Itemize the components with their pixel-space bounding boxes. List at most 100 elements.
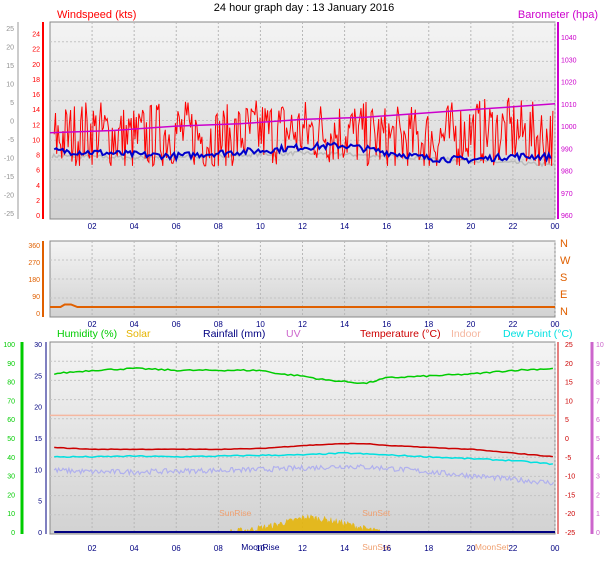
- lavender-series-line: [53, 463, 554, 486]
- rainfall-tick-label: 15: [34, 436, 42, 443]
- direction-x-tick-label: 06: [172, 320, 181, 329]
- astro-event-label: MoonSet: [475, 542, 510, 552]
- climate-x-tick-label: 06: [172, 544, 181, 553]
- baro-axis-title: Barometer (hpa): [518, 9, 598, 21]
- direction-tick-label: 360: [28, 243, 40, 250]
- legend-item: Solar: [126, 328, 151, 340]
- wind-tick-label: 14: [32, 107, 40, 114]
- direction-tick-label: 0: [36, 311, 40, 318]
- wind-x-tick-label: 00: [551, 222, 560, 231]
- wind-x-tick-label: 20: [466, 222, 475, 231]
- wind-tick-label: 18: [32, 77, 40, 84]
- uv-tick-label: 8: [596, 380, 600, 387]
- humidity-tick-label: 10: [7, 511, 15, 518]
- wind-direction-series-line: [50, 303, 555, 308]
- wind-outer-tick-label: 0: [10, 119, 14, 126]
- legend-item: Humidity (%): [57, 328, 117, 340]
- temperature-tick-label: -5: [565, 455, 571, 462]
- wind-tick-label: 22: [32, 47, 40, 54]
- windspeed-series-line: [53, 97, 554, 168]
- baro-tick-label: 960: [561, 213, 573, 220]
- astro-event-label: SunSet: [362, 508, 391, 518]
- rainfall-tick-label: 25: [34, 373, 42, 380]
- humidity-tick-label: 70: [7, 398, 15, 405]
- direction-x-tick-label: 04: [130, 320, 139, 329]
- uv-tick-label: 0: [596, 530, 600, 537]
- climate-x-tick-label: 20: [466, 544, 475, 553]
- temperature-tick-label: 15: [565, 380, 573, 387]
- wind-outer-tick-label: 20: [6, 45, 14, 52]
- legend-item: Dew Point (°C): [503, 328, 573, 340]
- wind-x-tick-label: 16: [382, 222, 391, 231]
- humidity-tick-label: 80: [7, 380, 15, 387]
- wind-tick-label: 8: [36, 153, 40, 160]
- wind-x-tick-label: 02: [88, 222, 97, 231]
- gust-series-line: [53, 141, 552, 165]
- legend-item: UV: [286, 328, 301, 340]
- humidity-tick-label: 20: [7, 492, 15, 499]
- humidity-series-line: [53, 367, 554, 385]
- direction-x-tick-label: 14: [340, 320, 349, 329]
- direction-x-tick-label: 10: [256, 320, 265, 329]
- uv-tick-label: 6: [596, 417, 600, 424]
- compass-label: N: [560, 238, 568, 250]
- wind-x-tick-label: 04: [130, 222, 139, 231]
- wind-tick-label: 6: [36, 168, 40, 175]
- climate-x-tick-label: 00: [551, 544, 560, 553]
- humidity-tick-label: 90: [7, 361, 15, 368]
- temperature-tick-label: 0: [565, 436, 569, 443]
- direction-x-tick-label: 16: [382, 320, 391, 329]
- temperature-tick-label: -10: [565, 474, 575, 481]
- legend-item: Indoor: [451, 328, 481, 340]
- rainfall-tick-label: 10: [34, 467, 42, 474]
- rainfall-tick-label: 30: [34, 342, 42, 349]
- climate-x-tick-label: 18: [424, 544, 433, 553]
- wind-x-tick-label: 22: [508, 222, 517, 231]
- direction-tick-label: 90: [32, 294, 40, 301]
- temperature-series-line: [54, 442, 554, 458]
- uv-tick-label: 5: [596, 436, 600, 443]
- baro-tick-label: 980: [561, 169, 573, 176]
- direction-x-tick-label: 22: [508, 320, 517, 329]
- temperature-tick-label: -25: [565, 530, 575, 537]
- wind-tick-label: 10: [32, 137, 40, 144]
- wind-outer-tick-label: 5: [10, 100, 14, 107]
- compass-label: E: [560, 289, 567, 301]
- wind-outer-tick-label: -5: [8, 137, 14, 144]
- rainfall-tick-label: 20: [34, 405, 42, 412]
- climate-x-tick-label: 14: [340, 544, 349, 553]
- direction-x-tick-label: 00: [551, 320, 560, 329]
- uv-tick-label: 2: [596, 492, 600, 499]
- wind-x-tick-label: 18: [424, 222, 433, 231]
- climate-x-tick-label: 12: [298, 544, 307, 553]
- wind-outer-tick-label: -10: [4, 156, 14, 163]
- baro-tick-label: 1030: [561, 57, 577, 64]
- temperature-tick-label: 25: [565, 342, 573, 349]
- wind-tick-label: 16: [32, 92, 40, 99]
- temperature-tick-label: 5: [565, 417, 569, 424]
- temperature-tick-label: -15: [565, 492, 575, 499]
- climate-x-tick-label: 16: [382, 544, 391, 553]
- wind-outer-tick-label: 15: [6, 63, 14, 70]
- wind-tick-label: 2: [36, 198, 40, 205]
- baro-tick-label: 1000: [561, 124, 577, 131]
- direction-x-tick-label: 12: [298, 320, 307, 329]
- wind-outer-tick-label: 25: [6, 26, 14, 33]
- compass-label: S: [560, 272, 567, 284]
- baro-tick-label: 1020: [561, 80, 577, 87]
- wind-outer-tick-label: -20: [4, 193, 14, 200]
- humidity-tick-label: 100: [3, 342, 15, 349]
- baro-tick-label: 1040: [561, 35, 577, 42]
- temperature-tick-label: -20: [565, 511, 575, 518]
- dew-point-series-line: [54, 451, 554, 466]
- baro-tick-label: 1010: [561, 102, 577, 109]
- climate-x-tick-label: 22: [508, 544, 517, 553]
- uv-tick-label: 7: [596, 398, 600, 405]
- rainfall-tick-label: 5: [38, 499, 42, 506]
- wind-tick-label: 24: [32, 32, 40, 39]
- humidity-tick-label: 40: [7, 455, 15, 462]
- wind-x-tick-label: 06: [172, 222, 181, 231]
- climate-x-tick-label: 10: [256, 544, 265, 553]
- temperature-tick-label: 20: [565, 361, 573, 368]
- wind-tick-label: 20: [32, 62, 40, 69]
